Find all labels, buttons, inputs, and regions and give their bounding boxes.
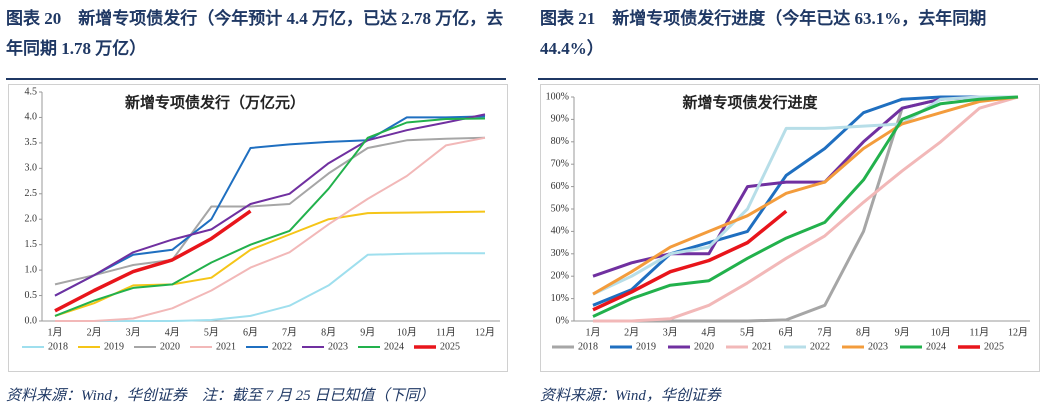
source-note: 资料来源：Wind，华创证券 (540, 388, 721, 404)
x-tick-label: 4月 (701, 326, 716, 338)
x-tick-label: 8月 (321, 326, 336, 338)
y-tick-label: 0.5 (25, 290, 38, 301)
series-line (55, 252, 485, 322)
y-tick-label: 30% (551, 248, 569, 259)
legend-label: 2019 (636, 341, 656, 352)
x-tick-label: 12月 (475, 326, 495, 338)
rule (538, 78, 1038, 80)
legend-label: 2024 (384, 341, 404, 352)
legend-label: 2021 (752, 341, 772, 352)
x-tick-label: 5月 (204, 326, 219, 338)
y-tick-label: 40% (551, 226, 569, 237)
x-tick-label: 8月 (856, 326, 871, 338)
chart-frame (540, 84, 1040, 372)
legend-label: 2025 (984, 341, 1004, 352)
x-tick-label: 3月 (126, 326, 141, 338)
chart-frame (8, 84, 508, 372)
legend-label: 2020 (694, 341, 714, 352)
series-line (54, 117, 486, 317)
series-line (592, 95, 1018, 296)
legend-label: 2022 (810, 341, 830, 352)
series-line (592, 95, 1019, 296)
chart-title: 新增专项债发行进度 (682, 93, 818, 111)
figure-caption: 图表 20 新增专项债发行（今年预计 4.4 万亿，已达 2.78 万亿，去年同… (6, 9, 504, 58)
x-tick-label: 6月 (779, 326, 794, 338)
y-tick-label: 80% (551, 136, 569, 147)
y-tick-label: 3.0 (25, 163, 38, 174)
series-line (592, 209, 788, 312)
series-line (54, 136, 486, 286)
legend-label: 2023 (868, 341, 888, 352)
legend-label: 2021 (216, 341, 236, 352)
series-line (592, 95, 1018, 307)
legend-label: 2020 (160, 341, 180, 352)
legend-label: 2023 (328, 341, 348, 352)
source-note: 资料来源：Wind，华创证券 注：截至 7 月 25 日已知值（下同） (6, 388, 435, 404)
x-tick-label: 9月 (360, 326, 375, 338)
legend-label: 2018 (578, 341, 598, 352)
x-tick-label: 2月 (87, 326, 102, 338)
legend-label: 2019 (104, 341, 124, 352)
y-tick-label: 20% (551, 270, 569, 281)
y-tick-label: 0.0 (25, 315, 38, 326)
y-tick-label: 2.0 (25, 214, 38, 225)
x-tick-label: 10月 (397, 326, 417, 338)
x-tick-label: 1月 (586, 326, 601, 338)
y-tick-label: 2.5 (25, 188, 38, 199)
y-tick-label: 3.5 (25, 137, 38, 148)
series-line (54, 210, 486, 317)
x-tick-label: 9月 (895, 326, 910, 338)
legend-label: 2025 (440, 341, 460, 352)
x-tick-label: 11月 (436, 326, 456, 338)
x-tick-label: 5月 (740, 326, 755, 338)
figure-caption: 图表 21 新增专项债发行进度（今年已达 63.1%，去年同期 44.4%） (540, 9, 987, 58)
y-tick-label: 4.0 (25, 112, 38, 123)
y-tick-label: 70% (551, 158, 569, 169)
y-tick-label: 50% (551, 203, 569, 214)
legend-label: 2024 (926, 341, 946, 352)
series-line (54, 209, 252, 313)
y-tick-label: 1.0 (25, 264, 38, 275)
y-tick-label: 60% (551, 181, 569, 192)
y-tick-label: 4.5 (25, 86, 38, 97)
y-tick-label: 0% (556, 315, 569, 326)
x-tick-label: 6月 (243, 326, 258, 338)
x-tick-label: 10月 (931, 326, 951, 338)
series-line (592, 95, 1019, 318)
y-tick-label: 1.5 (25, 239, 38, 250)
series-line (55, 136, 486, 322)
series-line (593, 95, 1019, 323)
y-tick-label: 90% (551, 114, 569, 125)
x-tick-label: 7月 (282, 326, 297, 338)
x-tick-label: 4月 (165, 326, 180, 338)
x-tick-label: 3月 (663, 326, 678, 338)
x-tick-label: 7月 (817, 326, 832, 338)
x-tick-label: 2月 (624, 326, 639, 338)
x-tick-label: 11月 (970, 326, 990, 338)
series-line (54, 113, 486, 297)
y-tick-label: 10% (551, 293, 569, 304)
chart-title: 新增专项债发行（万亿元） (125, 93, 305, 111)
legend-label: 2022 (272, 341, 292, 352)
series-line (54, 115, 486, 297)
y-tick-label: 100% (546, 91, 569, 102)
x-tick-label: 12月 (1008, 326, 1028, 338)
legend-label: 2018 (48, 341, 68, 352)
x-tick-label: 1月 (48, 326, 63, 338)
rule (6, 78, 506, 80)
